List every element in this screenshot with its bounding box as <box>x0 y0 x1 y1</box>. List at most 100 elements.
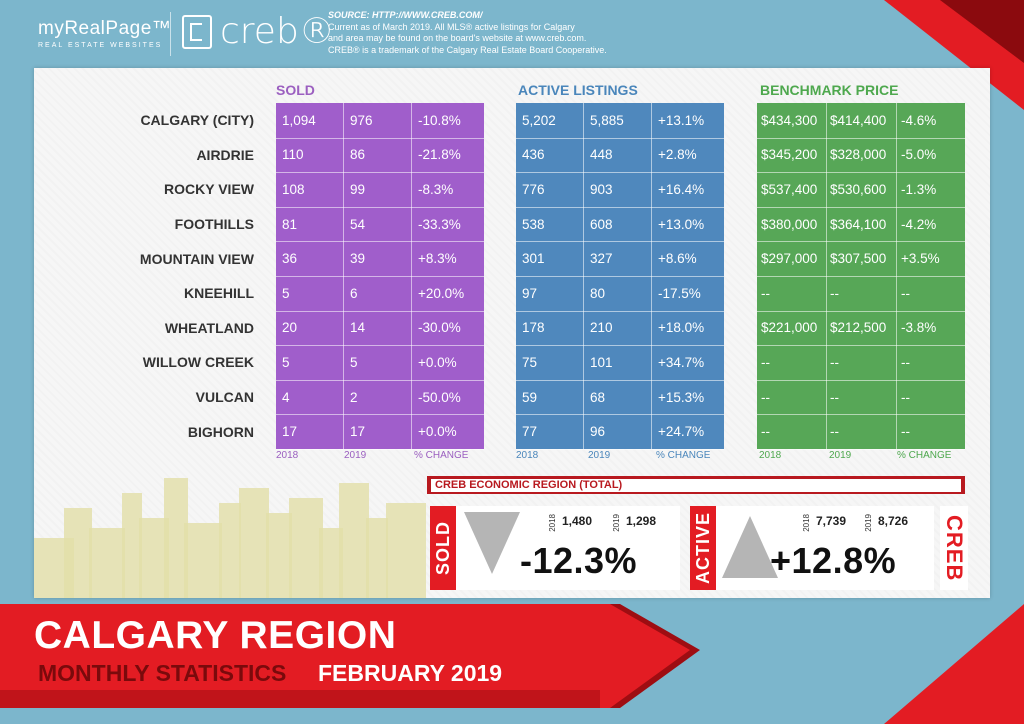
brand-sub: REAL ESTATE WEBSITES <box>38 42 163 49</box>
active-cell: 97 <box>516 276 584 311</box>
table-row: $221,000 $212,500 -3.8% <box>757 310 965 347</box>
table-row: 59 68 +15.3% <box>516 379 724 416</box>
active-cell: +16.4% <box>658 181 705 197</box>
footer-change: % CHANGE <box>656 450 711 461</box>
active-cell: +13.1% <box>658 112 705 128</box>
bench-cell: $345,200 <box>757 137 827 173</box>
active-2018-value: 7,739 <box>816 514 847 528</box>
source-line-1: SOURCE: HTTP://WWW.CREB.COM/ <box>328 10 483 20</box>
skyline-building <box>339 483 369 598</box>
sold-cell: 20 <box>276 310 344 346</box>
down-arrow-icon <box>464 512 520 574</box>
page-subtitle: MONTHLY STATISTICS <box>38 660 287 686</box>
active-cell: 327 <box>584 241 652 276</box>
bench-cell: -- <box>757 414 827 449</box>
header: myRealPage™ REAL ESTATE WEBSITES creb® S… <box>0 0 1024 66</box>
table-row: 4 2 -50.0% <box>276 379 484 416</box>
skyline-building <box>366 518 388 598</box>
table-row: 17 17 +0.0% <box>276 414 484 450</box>
region-label: CALGARY (CITY) <box>140 112 254 129</box>
active-cell: 59 <box>516 379 584 415</box>
bench-cell: -5.0% <box>901 147 937 163</box>
bench-cell: -- <box>901 424 910 440</box>
active-cell: 436 <box>516 137 584 173</box>
table-row: 538 608 +13.0% <box>516 206 724 243</box>
table-row: 97 80 -17.5% <box>516 276 724 312</box>
banner-bottom-strip <box>0 690 600 708</box>
active-2019-value: 8,726 <box>878 514 909 528</box>
sold-cell: -50.0% <box>418 389 461 405</box>
table-row: 81 54 -33.3% <box>276 206 484 243</box>
sold-cell: 39 <box>344 241 412 276</box>
sold-cell: 110 <box>276 137 344 173</box>
bench-cell: -- <box>757 345 827 380</box>
active-listings-heading: ACTIVE LISTINGS <box>518 82 638 98</box>
table-row: 110 86 -21.8% <box>276 137 484 174</box>
bench-cell: $297,000 <box>757 241 827 276</box>
source-line-2: Current as of March 2019. All MLS® activ… <box>328 21 575 32</box>
skyline-building <box>89 528 125 598</box>
active-cell: +13.0% <box>658 216 705 232</box>
active-cell: +15.3% <box>658 389 705 405</box>
footer-2019: 2019 <box>829 450 852 461</box>
table-row: 36 39 +8.3% <box>276 241 484 277</box>
active-cell: -17.5% <box>658 285 701 301</box>
sold-cell: 54 <box>344 206 412 242</box>
sold-heading: SOLD <box>276 82 315 98</box>
bench-cell: $530,600 <box>827 172 897 207</box>
sold-cell: 2 <box>344 379 412 415</box>
active-2018-label: 2018 <box>802 514 811 532</box>
table-row: 301 327 +8.6% <box>516 241 724 277</box>
economic-region-title: CREB ECONOMIC REGION (TOTAL) <box>431 479 961 492</box>
table-row: $434,300 $414,400 -4.6% <box>757 103 965 139</box>
sold-cell: 108 <box>276 172 344 207</box>
sold-cell: -21.8% <box>418 147 461 163</box>
table-row: 5,202 5,885 +13.1% <box>516 103 724 139</box>
region-label: VULCAN <box>195 389 254 406</box>
region-label: MOUNTAIN VIEW <box>139 250 254 267</box>
sold-cell: 17 <box>344 414 412 449</box>
brand-logo: myRealPage™ REAL ESTATE WEBSITES <box>38 18 171 49</box>
active-cell: 178 <box>516 310 584 346</box>
active-cell: +24.7% <box>658 424 705 440</box>
table-row: -- -- -- <box>757 414 965 450</box>
sold-cell: 17 <box>276 414 344 449</box>
bench-cell: $434,300 <box>757 103 827 138</box>
skyline-building <box>239 488 269 598</box>
table-row: 436 448 +2.8% <box>516 137 724 174</box>
sold-cell: 86 <box>344 137 412 173</box>
sold-cell: 99 <box>344 172 412 207</box>
region-label: FOOTHILLS <box>174 216 254 233</box>
active-cell: 608 <box>584 206 652 242</box>
sold-2018-value: 1,480 <box>562 514 593 528</box>
sold-cell: 976 <box>344 103 412 138</box>
active-cell: +2.8% <box>658 147 697 163</box>
region-label: AIRDRIE <box>196 146 254 163</box>
bench-cell: -- <box>827 276 897 311</box>
table-row: -- -- -- <box>757 379 965 416</box>
active-cell: 448 <box>584 137 652 173</box>
bench-cell: +3.5% <box>901 251 940 267</box>
creb-logo: creb® <box>182 14 335 50</box>
sold-percent-change: -12.3% <box>520 540 638 581</box>
bench-cell: -- <box>827 345 897 380</box>
sold-cell: 5 <box>276 276 344 311</box>
table-row: 5 5 +0.0% <box>276 345 484 381</box>
active-listings-table: 5,202 5,885 +13.1% 436 448 +2.8% 776 903 +16.4% 5… <box>516 103 724 450</box>
bench-cell: -- <box>827 414 897 449</box>
active-cell: 5,885 <box>584 103 652 138</box>
active-cell: 75 <box>516 345 584 380</box>
region-label: WHEATLAND <box>164 319 254 336</box>
table-row: $380,000 $364,100 -4.2% <box>757 206 965 243</box>
active-cell: 77 <box>516 414 584 449</box>
region-label: BIGHORN <box>187 423 254 440</box>
source-note: SOURCE: HTTP://WWW.CREB.COM/ Current as … <box>328 10 668 56</box>
economic-sold-label: SOLD <box>430 506 456 590</box>
benchmark-price-heading: BENCHMARK PRICE <box>760 82 899 98</box>
up-arrow-icon <box>722 516 778 578</box>
source-line-4: CREB® is a trademark of the Calgary Real… <box>328 44 607 55</box>
report-month: FEBRUARY 2019 <box>318 660 503 686</box>
table-row: 776 903 +16.4% <box>516 172 724 208</box>
sold-cell: -8.3% <box>418 181 454 197</box>
sold-cell: -30.0% <box>418 320 461 336</box>
